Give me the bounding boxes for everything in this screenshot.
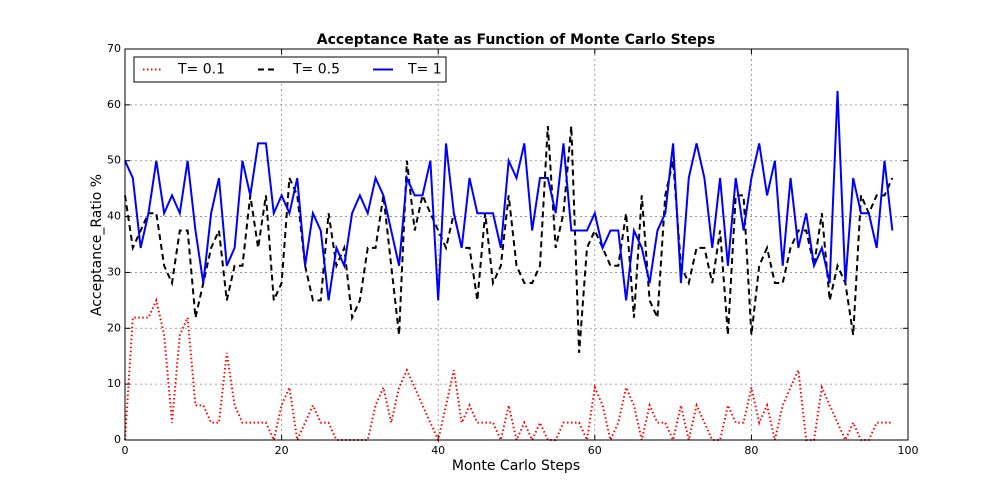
y-tick-label: 50 (107, 154, 121, 167)
x-tick-label: 0 (122, 444, 129, 457)
line-series (124, 125, 894, 353)
legend: T= 0.1 T= 0.5 T= 1 (133, 56, 447, 83)
y-tick-label: 0 (114, 433, 121, 446)
legend-label: T= 0.5 (292, 62, 340, 78)
x-tick-label: 40 (431, 444, 445, 457)
y-tick-label: 30 (107, 265, 121, 278)
x-tick-label: 20 (275, 444, 289, 457)
legend-frame (133, 56, 447, 83)
y-tick-label: 40 (107, 210, 121, 223)
y-tick-label: 20 (107, 321, 121, 334)
y-axis-label: Acceptance_Ratio % (89, 174, 105, 316)
legend-label: T= 0.1 (177, 62, 225, 78)
legend-label: T= 1 (407, 62, 442, 78)
x-axis-label: Monte Carlo Steps (452, 458, 580, 474)
x-tick-label: 100 (898, 444, 919, 457)
x-tick-label: 80 (744, 444, 758, 457)
y-tick-label: 70 (107, 42, 121, 55)
y-tick-label: 10 (107, 377, 121, 390)
y-tick-label: 60 (107, 98, 121, 111)
x-tick-label: 60 (588, 444, 602, 457)
plot-frame (124, 48, 909, 441)
chart-title: Acceptance Rate as Function of Monte Car… (317, 32, 715, 48)
line-series (124, 90, 894, 301)
